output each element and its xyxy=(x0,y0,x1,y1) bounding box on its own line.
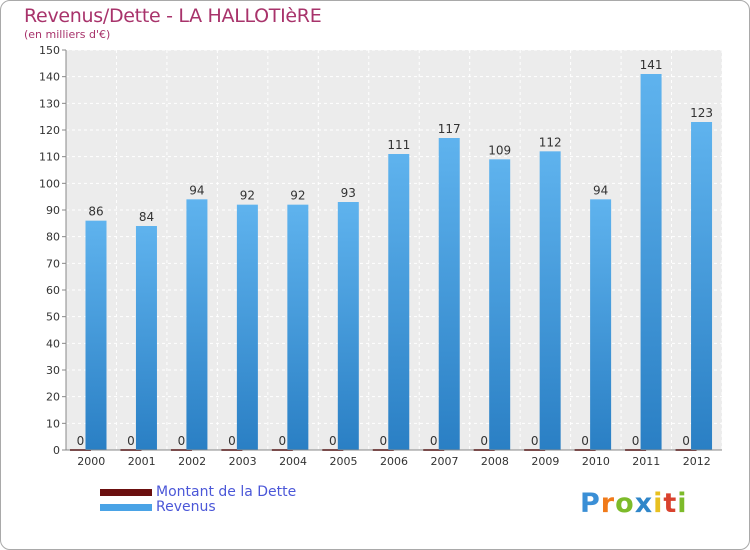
data-label-dette-2008: 0 xyxy=(480,434,488,448)
x-tick-label: 2001 xyxy=(128,455,156,468)
bar-revenus-2005 xyxy=(337,202,359,450)
bar-revenus-2004 xyxy=(287,204,309,450)
data-label-dette-2010: 0 xyxy=(581,434,589,448)
bar-revenus-2002 xyxy=(186,199,208,450)
data-label-revenus-2005: 93 xyxy=(341,186,356,200)
y-tick-label: 60 xyxy=(46,284,60,297)
data-label-revenus-2009: 112 xyxy=(539,135,562,149)
data-label-revenus-2007: 117 xyxy=(438,122,461,136)
x-tick-label: 2002 xyxy=(178,455,206,468)
data-label-dette-2009: 0 xyxy=(531,434,539,448)
logo-letter: o xyxy=(615,488,635,519)
y-tick-label: 70 xyxy=(46,257,60,270)
x-tick-label: 2005 xyxy=(330,455,358,468)
legend-label-revenus: Revenus xyxy=(156,499,216,515)
x-tick-label: 2011 xyxy=(632,455,660,468)
axes: 0 10 20 30 40 50 60 70 80 90 100 110 120 130 140 150 200… xyxy=(39,44,722,468)
x-tick-label: 2006 xyxy=(380,455,408,468)
data-label-revenus-2006: 111 xyxy=(387,138,410,152)
legend-swatch-dette xyxy=(100,489,152,496)
data-label-dette-2003: 0 xyxy=(228,434,236,448)
bar-revenus-2012 xyxy=(691,122,713,450)
data-label-dette-2007: 0 xyxy=(430,434,438,448)
bar-revenus-2006 xyxy=(388,154,410,450)
data-label-revenus-2002: 94 xyxy=(189,183,204,197)
x-tick-label: 2003 xyxy=(229,455,257,468)
data-label-dette-2000: 0 xyxy=(77,434,85,448)
bar-revenus-2010 xyxy=(590,199,612,450)
data-label-revenus-2008: 109 xyxy=(488,143,511,157)
unit-label: (en milliers d'€) xyxy=(24,28,111,41)
bar-revenus-2001 xyxy=(135,226,157,450)
bars xyxy=(70,74,713,451)
data-label-revenus-2001: 84 xyxy=(139,210,154,224)
logo-letter: t xyxy=(663,488,678,519)
y-tick-label: 150 xyxy=(39,44,60,57)
logo-letter: i xyxy=(653,488,664,519)
x-tick-label: 2008 xyxy=(481,455,509,468)
data-label-dette-2012: 0 xyxy=(682,434,690,448)
data-label-revenus-2011: 141 xyxy=(640,58,663,72)
bar-revenus-2011 xyxy=(640,74,662,450)
data-label-revenus-2003: 92 xyxy=(240,189,255,203)
data-label-dette-2005: 0 xyxy=(329,434,337,448)
data-label-dette-2011: 0 xyxy=(632,434,640,448)
logo-letter: x xyxy=(634,488,654,519)
data-label-dette-2001: 0 xyxy=(127,434,135,448)
bar-revenus-2000 xyxy=(85,220,107,450)
legend-label-dette: Montant de la Dette xyxy=(156,484,297,500)
data-label-dette-2004: 0 xyxy=(279,434,287,448)
bar-revenus-2008 xyxy=(489,159,511,451)
x-tick-label: 2010 xyxy=(582,455,610,468)
x-tick-label: 2000 xyxy=(77,455,105,468)
y-tick-label: 50 xyxy=(46,311,60,324)
y-tick-label: 110 xyxy=(39,151,60,164)
y-tick-label: 80 xyxy=(46,231,60,244)
y-tick-label: 20 xyxy=(46,391,60,404)
y-tick-label: 100 xyxy=(39,177,60,190)
logo-letter: r xyxy=(600,488,616,519)
data-label-revenus-2004: 92 xyxy=(290,189,305,203)
y-tick-label: 140 xyxy=(39,71,60,84)
data-label-revenus-2000: 86 xyxy=(88,205,103,219)
bar-revenus-2009 xyxy=(539,151,561,451)
y-tick-label: 10 xyxy=(46,417,60,430)
y-tick-label: 30 xyxy=(46,364,60,377)
data-label-revenus-2012: 123 xyxy=(690,106,713,120)
chart-title: Revenus/Dette - LA HALLOTIèRE xyxy=(24,5,322,27)
y-tick-label: 120 xyxy=(39,124,60,137)
x-tick-label: 2004 xyxy=(279,455,307,468)
data-label-dette-2006: 0 xyxy=(379,434,387,448)
x-tick-label: 2009 xyxy=(531,455,559,468)
x-tick-label: 2012 xyxy=(683,455,711,468)
data-labels: 0 86 0 84 0 94 0 92 0 92 0 93 0 111 0 117 0 109 0 112 0 94 0 14… xyxy=(77,58,713,448)
y-tick-label: 0 xyxy=(53,444,60,457)
legend-swatch-revenus xyxy=(100,504,152,511)
x-tick-label: 2007 xyxy=(430,455,458,468)
data-label-dette-2002: 0 xyxy=(178,434,186,448)
y-tick-label: 40 xyxy=(46,337,60,350)
proxiti-logo: Proxiti xyxy=(580,488,688,519)
y-tick-label: 90 xyxy=(46,204,60,217)
logo-letter: P xyxy=(580,488,601,519)
data-label-revenus-2010: 94 xyxy=(593,183,608,197)
bar-revenus-2003 xyxy=(236,204,258,450)
y-tick-label: 130 xyxy=(39,97,60,110)
logo-letter: i xyxy=(677,488,688,519)
bar-revenus-2007 xyxy=(438,138,460,450)
